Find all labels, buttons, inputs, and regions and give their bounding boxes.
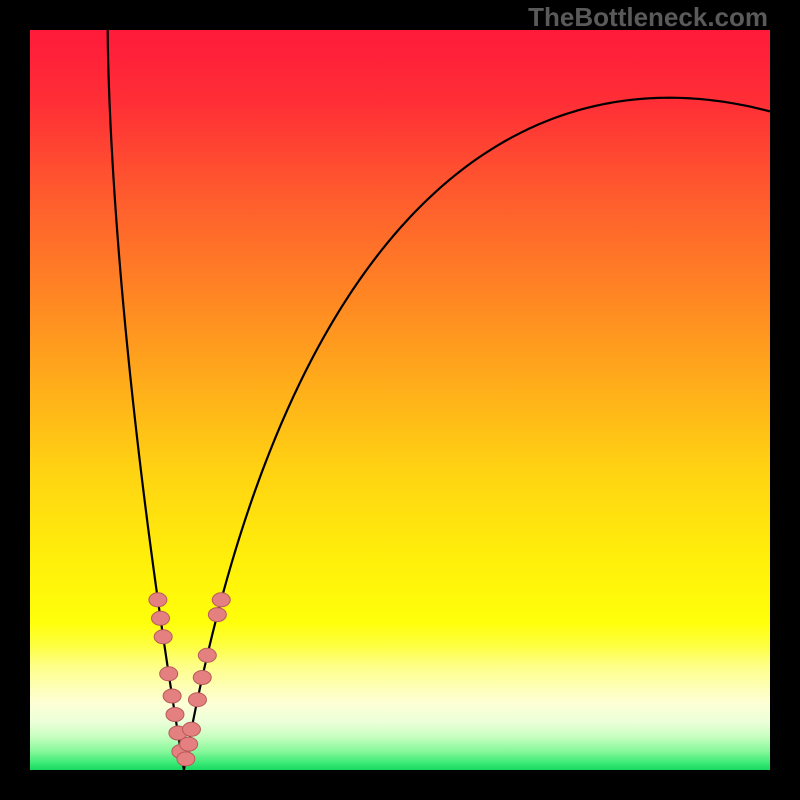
marker-dot <box>188 693 206 707</box>
marker-dot <box>166 708 184 722</box>
marker-dot <box>154 630 172 644</box>
marker-dot <box>149 593 167 607</box>
marker-dot <box>160 667 178 681</box>
marker-dot <box>180 737 198 751</box>
marker-dot <box>177 752 195 766</box>
marker-dot <box>193 671 211 685</box>
marker-dot <box>212 593 230 607</box>
marker-dot <box>152 611 170 625</box>
marker-dot <box>163 689 181 703</box>
plot-area <box>30 30 770 770</box>
marker-dot <box>208 608 226 622</box>
watermark-text: TheBottleneck.com <box>528 2 768 33</box>
marker-dot <box>198 648 216 662</box>
gradient-background <box>30 30 770 770</box>
plot-svg <box>30 30 770 770</box>
marker-dot <box>182 722 200 736</box>
outer-frame: TheBottleneck.com <box>0 0 800 800</box>
